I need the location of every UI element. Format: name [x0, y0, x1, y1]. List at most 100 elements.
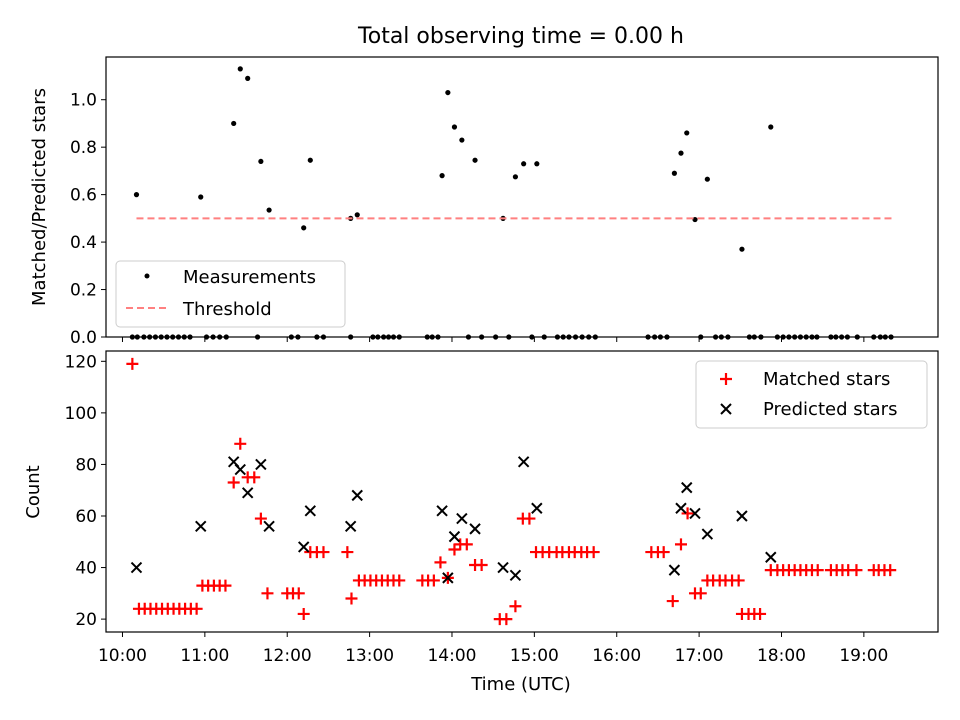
predicted-stars-point	[351, 489, 363, 502]
matched-stars-point	[227, 476, 240, 489]
matched-stars-point	[674, 538, 687, 551]
measurements-point	[678, 150, 684, 156]
predicted-stars-point	[304, 505, 317, 517]
measurements-point	[237, 66, 243, 72]
count-plot-frame	[105, 350, 939, 633]
matched-stars-point	[754, 607, 767, 620]
xtick-label: 19:00	[839, 646, 888, 666]
matched-stars-point	[393, 574, 406, 587]
ratio-ytick-label: 0.6	[70, 186, 97, 206]
predicted-stars-point	[130, 561, 143, 574]
ratio-legend-box	[115, 260, 346, 328]
measurements-point	[266, 207, 272, 213]
matched-stars-point	[500, 613, 513, 626]
predicted-stars-point	[689, 507, 701, 520]
count-legend: Matched stars Predicted stars	[695, 360, 928, 429]
measurements-point	[671, 170, 677, 176]
ratio-ytick-label: 0.2	[70, 281, 97, 301]
measurements-point	[472, 157, 478, 163]
matched-stars-point	[345, 592, 358, 605]
measurements-point	[739, 246, 745, 252]
measurements-point	[768, 124, 774, 130]
count-legend-box	[695, 360, 928, 429]
predicted-stars-point	[234, 463, 246, 476]
matched-stars-point	[460, 538, 473, 551]
matched-stars-point	[732, 574, 745, 587]
count-ytick-label: 40	[75, 559, 97, 579]
measurements-point	[684, 130, 690, 136]
matched-stars-point	[587, 546, 600, 559]
predicted-stars-point	[531, 502, 543, 514]
xtick-label: 12:00	[263, 646, 312, 666]
measurements-point	[198, 194, 204, 200]
count-ylabel: Count	[23, 465, 44, 518]
predicted-stars-point	[668, 564, 681, 576]
matched-stars-point	[681, 507, 694, 520]
matched-stars-point	[190, 602, 203, 615]
matched-stars-point	[427, 574, 440, 587]
xtick-label: 11:00	[180, 646, 229, 666]
legend-measurements-label: Measurements	[183, 267, 316, 288]
measurements-point	[301, 225, 307, 231]
ratio-ytick-label: 0.0	[70, 328, 97, 348]
matched-stars-point	[219, 579, 232, 592]
matched-stars-point	[811, 564, 824, 577]
ratio-ylabel: Matched/Predicted stars	[29, 88, 50, 306]
count-ytick-label: 20	[75, 610, 97, 630]
measurements-point	[231, 120, 237, 127]
xtick-label: 14:00	[427, 646, 476, 666]
matched-stars-point	[317, 546, 330, 559]
xtick-label: 18:00	[757, 646, 806, 666]
ratio-ytick-label: 1.0	[70, 91, 97, 111]
predicted-stars-point	[765, 551, 777, 563]
measurements-point	[258, 158, 264, 165]
measurements-point	[245, 75, 251, 81]
ratio-axes: 0.0 0.2 0.4 0.6 0.8 1.0	[70, 91, 865, 348]
measurements-point	[459, 137, 465, 143]
ratio-ytick-label: 0.4	[70, 233, 97, 253]
predicted-stars-point	[297, 541, 310, 553]
count-ytick-label: 100	[65, 404, 97, 424]
predicted-stars-point	[736, 510, 748, 522]
measurements-point	[704, 176, 710, 182]
ratio-panel: Matched/Predicted stars 0.0 0.2 0.4 0.6 0.8 1…	[29, 56, 939, 348]
legend-predicted-label: Predicted stars	[763, 399, 897, 420]
measurements-point	[307, 157, 313, 163]
measurements-point	[439, 173, 445, 179]
predicted-stars-point	[344, 520, 357, 533]
matched-stars-point	[234, 437, 247, 450]
predicted-stars-point	[442, 572, 454, 584]
count-ytick-label: 60	[75, 507, 97, 527]
matched-stars-point	[475, 558, 488, 571]
matched-stars-point	[694, 587, 707, 600]
count-axes: 10:00 11:00 12:00 13:00 14:00 15:00 16:00 17:00…	[65, 352, 889, 666]
matched-stars-point	[126, 357, 139, 370]
matched-stars-point	[884, 564, 897, 577]
predicted-stars-point	[509, 569, 522, 581]
predicted-stars-point	[681, 481, 693, 494]
matched-stars-point	[292, 587, 305, 600]
predicted-stars-point	[436, 505, 448, 517]
measurements-point	[133, 192, 140, 198]
matched-stars-point	[523, 512, 536, 525]
matched-stars-point	[509, 600, 522, 613]
matched-stars-point	[850, 564, 863, 577]
xtick-label: 10:00	[98, 646, 147, 666]
measurements-point	[512, 174, 519, 180]
ratio-plot-frame	[105, 56, 939, 338]
matched-stars-point	[434, 556, 447, 569]
matched-stars-point	[261, 587, 274, 600]
legend-threshold-label: Threshold	[182, 299, 272, 320]
predicted-stars-point	[517, 456, 530, 468]
measurements-point	[445, 89, 451, 96]
measurements-point	[354, 212, 360, 218]
xtick-label: 16:00	[592, 646, 641, 666]
predicted-stars-point	[448, 530, 461, 543]
count-ytick-label: 120	[65, 352, 97, 372]
measurements-point	[451, 124, 458, 130]
measurements-point	[692, 216, 698, 223]
count-xlabel: Time (UTC)	[470, 674, 571, 695]
matched-stars-point	[666, 595, 679, 608]
predicted-stars-point	[701, 528, 714, 540]
